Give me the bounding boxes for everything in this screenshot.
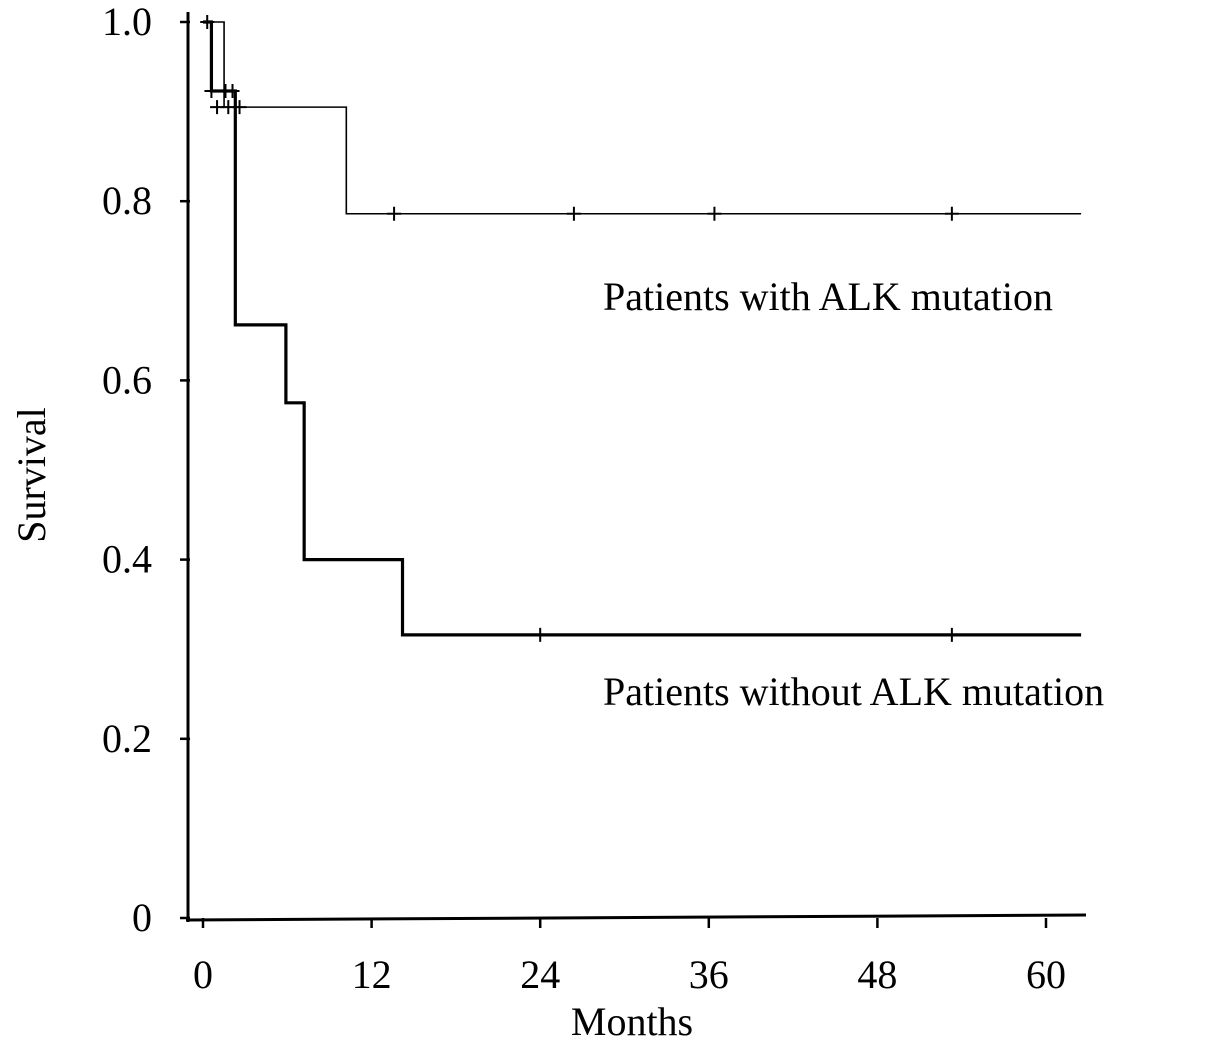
x-tick-label: 36	[689, 952, 729, 997]
axes: 0 0.2 0.4 0.6 0.8 1.0 0 12 24 36 48 60	[102, 0, 1087, 997]
series-label-without-alk: Patients without ALK mutation	[603, 669, 1104, 714]
y-tick-label: 0.6	[102, 357, 152, 402]
x-axis-line	[185, 913, 1087, 922]
censor-mark	[707, 206, 722, 221]
x-tick-label: 0	[193, 952, 213, 997]
censor-mark	[204, 83, 219, 98]
x-tick-label: 12	[352, 952, 392, 997]
x-tick-label: 60	[1026, 952, 1066, 997]
labels-group: Months Survival Patients with ALK mutati…	[9, 274, 1104, 1044]
y-tick-label: 0	[132, 895, 152, 940]
censor-mark	[387, 206, 402, 221]
x-tick-label: 48	[857, 952, 897, 997]
series-group	[200, 15, 1082, 642]
series-line-1	[203, 20, 1082, 637]
censor-mark	[225, 83, 240, 98]
censor-mark	[944, 206, 959, 221]
censor-mark	[533, 627, 548, 642]
y-tick-label: 0.2	[102, 716, 152, 761]
censor-mark	[566, 206, 581, 221]
censor-mark	[944, 627, 959, 642]
y-tick-label: 0.4	[102, 537, 152, 582]
series-label-with-alk: Patients with ALK mutation	[603, 274, 1053, 319]
x-tick-label: 24	[520, 952, 560, 997]
series-line-0	[203, 21, 1082, 215]
y-axis-label: Survival	[9, 407, 54, 543]
x-axis-label: Months	[571, 999, 693, 1044]
y-tick-label: 1.0	[102, 0, 152, 44]
y-tick-label: 0.8	[102, 178, 152, 223]
